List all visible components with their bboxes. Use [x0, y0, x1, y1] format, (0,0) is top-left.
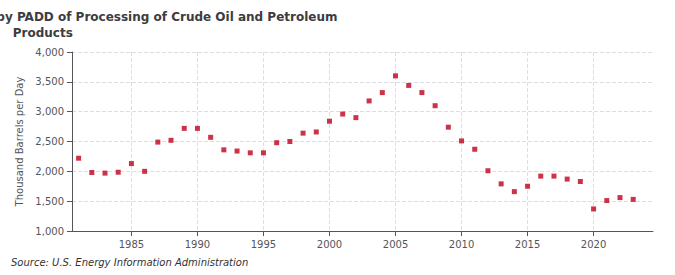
- svg-text:3,000: 3,000: [35, 106, 64, 117]
- svg-text:Thousand Barrels per Day: Thousand Barrels per Day: [14, 77, 25, 208]
- svg-text:2,500: 2,500: [35, 136, 64, 147]
- svg-text:2,000: 2,000: [35, 166, 64, 177]
- svg-text:3,500: 3,500: [35, 76, 64, 87]
- svg-text:1,500: 1,500: [35, 196, 64, 207]
- svg-text:2015: 2015: [515, 239, 540, 250]
- svg-text:Annual East Coast (PADD 1) Imp: Annual East Coast (PADD 1) Imports by PA…: [0, 10, 338, 24]
- svg-text:1985: 1985: [119, 239, 144, 250]
- svg-text:1990: 1990: [185, 239, 210, 250]
- svg-text:2010: 2010: [449, 239, 474, 250]
- svg-text:2000: 2000: [317, 239, 342, 250]
- svg-text:1,000: 1,000: [35, 226, 64, 237]
- svg-text:Source: U.S. Energy Informatio: Source: U.S. Energy Information Administ…: [11, 257, 248, 268]
- svg-text:4,000: 4,000: [35, 47, 64, 58]
- svg-text:2005: 2005: [383, 239, 408, 250]
- svg-text:2020: 2020: [581, 239, 606, 250]
- svg-text:Products: Products: [13, 26, 73, 40]
- svg-text:1995: 1995: [251, 239, 276, 250]
